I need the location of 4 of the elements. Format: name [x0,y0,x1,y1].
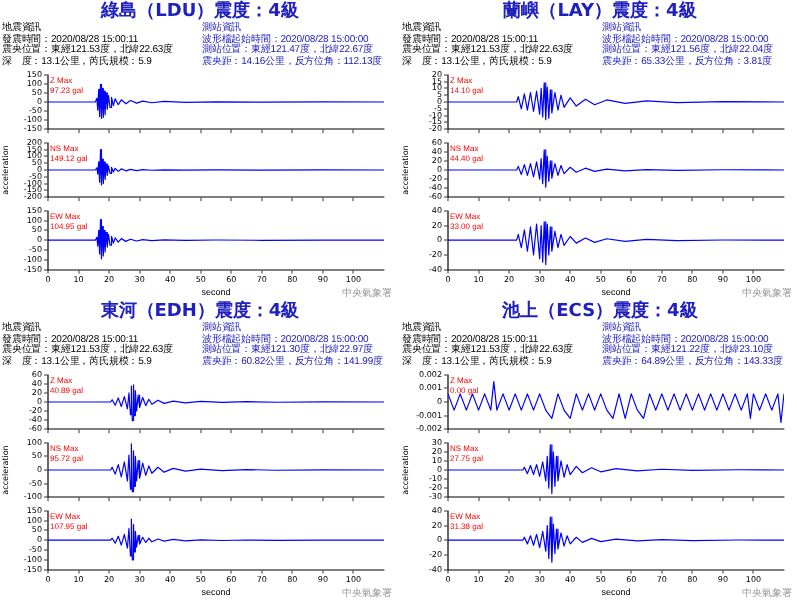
chart-title: 東河（EDH）震度：4級 [98,302,302,322]
chart-title: 綠島（LDU）震度：4級 [98,2,301,22]
chart-title: 池上（ECS）震度：4級 [500,302,700,322]
chart-title: 蘭嶼（LAY）震度：4級 [501,2,699,22]
